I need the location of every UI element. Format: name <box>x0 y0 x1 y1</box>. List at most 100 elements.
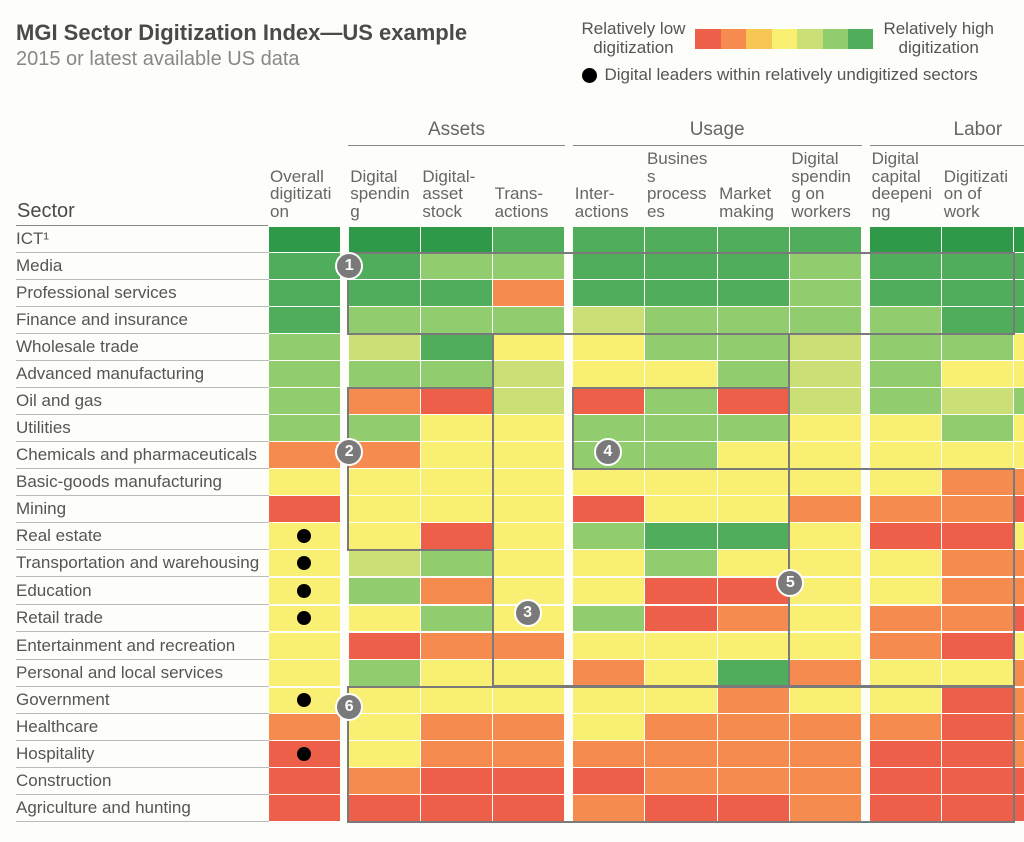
heatmap-cell <box>1014 714 1024 741</box>
heatmap-cell <box>789 469 861 496</box>
heatmap-cell <box>348 605 420 632</box>
heatmap-cell <box>348 307 420 334</box>
heatmap-cell <box>420 415 492 442</box>
col-head: Digital spending on workers <box>789 145 861 225</box>
heatmap-cell <box>493 795 565 822</box>
leader-dot-icon <box>297 747 311 761</box>
heatmap-cell <box>420 442 492 469</box>
heatmap-cell <box>348 714 420 741</box>
heatmap-cell <box>789 253 861 280</box>
heatmap-cell <box>1014 687 1024 714</box>
page-title: MGI Sector Digitization Index—US example <box>16 20 467 46</box>
heatmap-cell <box>268 253 340 280</box>
heatmap-cell <box>268 415 340 442</box>
heatmap-cell <box>573 741 645 768</box>
heatmap-cell <box>1014 578 1024 605</box>
leader-dot-icon <box>297 584 311 598</box>
heatmap-cell <box>645 795 717 822</box>
heatmap-cell <box>573 388 645 415</box>
heatmap-cell <box>789 361 861 388</box>
heatmap-cell <box>493 578 565 605</box>
heatmap-cell <box>493 714 565 741</box>
heatmap-cell <box>717 633 789 660</box>
heatmap-cell <box>420 687 492 714</box>
heatmap-cell <box>942 659 1014 686</box>
heatmap-cell <box>573 633 645 660</box>
row-label: Utilities <box>16 415 268 442</box>
col-head: Inter-actions <box>573 145 645 225</box>
heatmap-cell <box>1014 741 1024 768</box>
heatmap-cell <box>493 442 565 469</box>
heatmap-cell <box>717 605 789 632</box>
heatmap-cell <box>348 741 420 768</box>
heatmap-cell <box>573 768 645 795</box>
heatmap-cell <box>493 741 565 768</box>
heatmap-cell <box>268 496 340 523</box>
heatmap-cell <box>493 361 565 388</box>
heatmap-cell <box>1014 388 1024 415</box>
heatmap-cell <box>348 659 420 686</box>
heatmap-cell <box>870 226 942 253</box>
heatmap-cell <box>717 768 789 795</box>
col-head: Market making <box>717 145 789 225</box>
heatmap-cell <box>942 388 1014 415</box>
row-label: Construction <box>16 768 268 795</box>
heatmap-cell <box>573 714 645 741</box>
title-block: MGI Sector Digitization Index—US example… <box>16 20 467 71</box>
heatmap-cell <box>573 795 645 822</box>
heatmap-cell <box>645 442 717 469</box>
heatmap-cell <box>870 442 942 469</box>
heatmap-cell <box>493 253 565 280</box>
heatmap-cell <box>573 307 645 334</box>
heatmap-cell <box>942 550 1014 577</box>
heatmap-cell <box>717 469 789 496</box>
heatmap-cell <box>789 741 861 768</box>
heatmap-cell <box>789 659 861 686</box>
heatmap-cell <box>493 523 565 550</box>
heatmap-cell <box>348 334 420 361</box>
heatmap-cell <box>717 578 789 605</box>
heatmap-cell <box>268 469 340 496</box>
heatmap-cell <box>870 714 942 741</box>
page-subtitle: 2015 or latest available US data <box>16 48 467 71</box>
heatmap-cell <box>942 714 1014 741</box>
group-head-assets: Assets <box>348 118 565 146</box>
col-head: Overall digitization <box>268 145 340 225</box>
heatmap-cell <box>573 469 645 496</box>
row-label: Education <box>16 578 268 605</box>
heatmap-cell <box>420 334 492 361</box>
heatmap-cell <box>420 795 492 822</box>
heatmap-cell <box>942 253 1014 280</box>
heatmap-cell <box>789 714 861 741</box>
heatmap-cell <box>645 578 717 605</box>
heatmap-cell <box>870 741 942 768</box>
heatmap-cell <box>789 388 861 415</box>
heatmap-cell <box>942 496 1014 523</box>
row-label: Hospitality <box>16 741 268 768</box>
heatmap-cell <box>268 741 340 768</box>
heatmap-cell <box>420 469 492 496</box>
col-head: Digitization of work <box>942 145 1014 225</box>
heatmap-cell <box>573 578 645 605</box>
heatmap-cell <box>420 496 492 523</box>
heatmap-cell <box>1014 795 1024 822</box>
heatmap-cell <box>348 226 420 253</box>
header: MGI Sector Digitization Index—US example… <box>16 20 1004 86</box>
heatmap-cell <box>268 361 340 388</box>
heatmap-cell <box>645 496 717 523</box>
heatmap-cell <box>1014 334 1024 361</box>
heatmap-cell <box>573 361 645 388</box>
heatmap-cell <box>870 795 942 822</box>
heatmap-cell <box>573 226 645 253</box>
heatmap-cell <box>942 523 1014 550</box>
heatmap-cell <box>870 578 942 605</box>
heatmap-cell <box>268 334 340 361</box>
heatmap-cell <box>573 496 645 523</box>
row-label: Entertainment and recreation <box>16 633 268 660</box>
heatmap-cell <box>493 605 565 632</box>
heatmap-cell <box>942 687 1014 714</box>
legend: Relatively lowdigitization Relatively hi… <box>582 20 995 86</box>
heatmap-cell <box>870 361 942 388</box>
heatmap-cell <box>870 388 942 415</box>
heatmap-cell <box>573 605 645 632</box>
